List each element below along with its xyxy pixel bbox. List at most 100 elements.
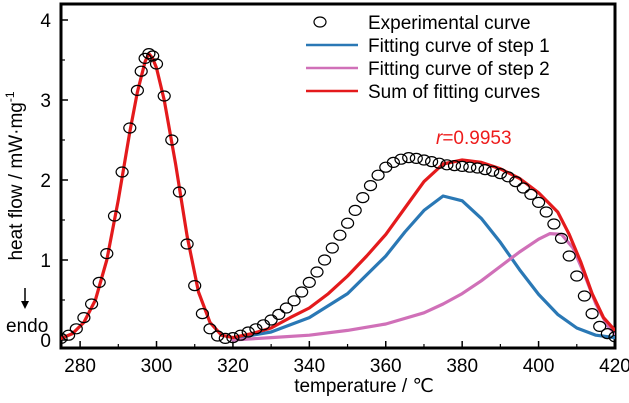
legend-label: Fitting curve of step 2 [368, 59, 550, 80]
legend-swatch [313, 16, 327, 28]
data-point [356, 192, 370, 204]
endo-arrow-head [21, 301, 29, 309]
y-tick-label: 1 [40, 251, 51, 272]
data-point [146, 50, 160, 62]
endo-label: endo [6, 316, 48, 337]
data-point [425, 156, 439, 168]
data-point [310, 266, 324, 278]
data-point [107, 210, 122, 222]
x-tick-label: 360 [370, 356, 402, 377]
y-tick-label: 2 [40, 171, 51, 192]
data-point [123, 122, 137, 134]
x-tick-label: 380 [446, 356, 478, 377]
data-point [77, 312, 91, 324]
x-axis-title: temperature / ℃ [294, 376, 434, 397]
data-point [61, 332, 68, 344]
data-point [417, 154, 431, 166]
y-tick-labels: 0 1 2 3 4 [40, 11, 51, 352]
data-point [554, 232, 569, 244]
data-point [402, 152, 416, 164]
data-point [234, 329, 248, 341]
data-point [440, 159, 454, 171]
data-point [432, 157, 446, 169]
data-point [486, 165, 500, 177]
data-point [241, 326, 255, 338]
data-point [134, 65, 148, 77]
legend-label: Sum of fitting curves [368, 82, 540, 103]
data-point [524, 188, 538, 200]
data-point [455, 160, 469, 172]
data-point [493, 168, 507, 180]
data-point [463, 161, 477, 173]
data-point [149, 58, 164, 70]
data-point [218, 332, 232, 344]
data-point [409, 152, 423, 164]
data-point [287, 295, 301, 307]
data-point [92, 276, 106, 288]
data-point [142, 47, 156, 60]
r-value-annotation: r=0.9953 [436, 128, 512, 149]
x-tick-labels: 280 300 320 340 360 380 400 420 [64, 356, 629, 377]
data-point [180, 238, 194, 250]
svg-text:heat flow / mW·mg-1: heat flow / mW·mg-1 [3, 91, 27, 260]
data-point [295, 286, 309, 298]
data-point [386, 156, 400, 168]
data-point [371, 169, 385, 181]
x-tick-label: 400 [523, 356, 555, 377]
data-point [69, 323, 83, 335]
x-tick-label: 280 [64, 356, 96, 377]
data-point [608, 331, 615, 343]
data-point [447, 160, 462, 172]
plot-frame [59, 2, 617, 350]
data-point [211, 330, 225, 342]
x-tick-label: 340 [293, 356, 325, 377]
data-point [318, 254, 332, 266]
data-point [470, 162, 485, 174]
ticks-group [61, 19, 616, 348]
legend-label: Experimental curve [368, 13, 531, 34]
data-point [547, 218, 561, 230]
y-axis-title-sup: -1 [3, 91, 17, 102]
data-point [130, 84, 144, 97]
data-point [585, 308, 599, 320]
data-point [115, 166, 129, 178]
data-point [157, 90, 171, 102]
data-point [203, 323, 217, 335]
data-point [363, 180, 378, 192]
data-point [516, 182, 530, 194]
series-group [61, 47, 615, 344]
data-point [600, 328, 615, 340]
data-point [325, 242, 339, 254]
data-point [100, 248, 114, 260]
r-symbol: r [436, 128, 443, 149]
data-point [84, 298, 99, 310]
data-point [333, 229, 347, 241]
y-tick-label: 3 [40, 91, 51, 112]
legend-label: Fitting curve of step 1 [368, 36, 550, 57]
y-axis-title: heat flow / mW·mg-1 [3, 91, 27, 260]
data-point [165, 134, 179, 146]
data-point [249, 323, 263, 335]
data-point [531, 196, 546, 208]
y-axis-title-main: heat flow / mW·mg [6, 102, 27, 260]
data-point [539, 206, 553, 218]
data-point [348, 204, 362, 216]
x-tick-label: 420 [599, 356, 629, 377]
data-point [593, 320, 607, 332]
data-point [226, 332, 240, 344]
data-point [264, 314, 278, 326]
data-point [478, 164, 492, 176]
data-point [341, 217, 355, 229]
endo-marker: endo [6, 288, 48, 337]
data-point [61, 329, 76, 341]
y-tick-label: 0 [40, 331, 51, 352]
data-point [279, 302, 293, 314]
data-point [272, 308, 286, 320]
data-point [570, 270, 584, 282]
y-tick-label: 4 [40, 11, 51, 32]
data-point [172, 186, 186, 198]
data-point [188, 280, 202, 292]
data-point [302, 276, 316, 288]
